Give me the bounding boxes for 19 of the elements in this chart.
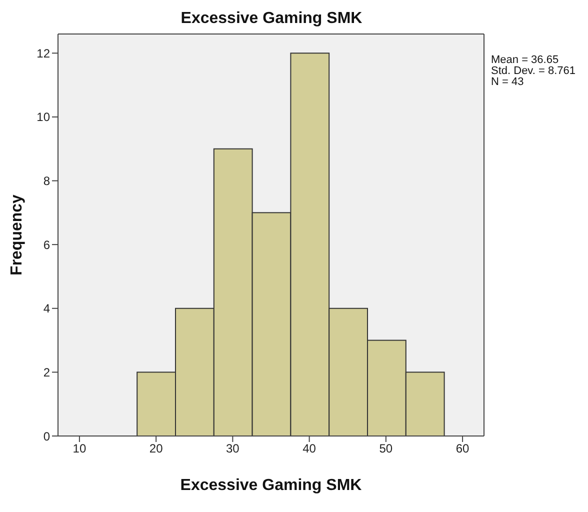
x-tick-label: 50 <box>379 442 393 456</box>
y-tick-label: 8 <box>43 174 50 188</box>
text: Std. Dev. = 8.761 <box>491 65 576 77</box>
x-tick-label: 20 <box>149 442 164 456</box>
chart-title: Excessive Gaming SMK <box>180 10 364 28</box>
y-tick-label: 0 <box>43 429 50 444</box>
y-tick-label: 10 <box>36 110 50 124</box>
text: N = 43 <box>491 76 525 88</box>
y-tick-label: 12 <box>36 46 50 60</box>
y-axis-title: Frequency <box>8 194 26 276</box>
y-tick-label: 2 <box>43 365 50 380</box>
x-tick-label: 60 <box>456 442 470 456</box>
x-axis-title: Excessive Gaming SMK <box>180 477 362 494</box>
y-tick-label: 6 <box>43 238 50 252</box>
y-tick-label: 4 <box>43 302 50 316</box>
text: Mean = 36.65 <box>491 54 560 66</box>
x-tick-label: 40 <box>302 442 316 456</box>
x-tick-label: 10 <box>72 442 86 456</box>
x-tick-label: 30 <box>226 442 240 456</box>
